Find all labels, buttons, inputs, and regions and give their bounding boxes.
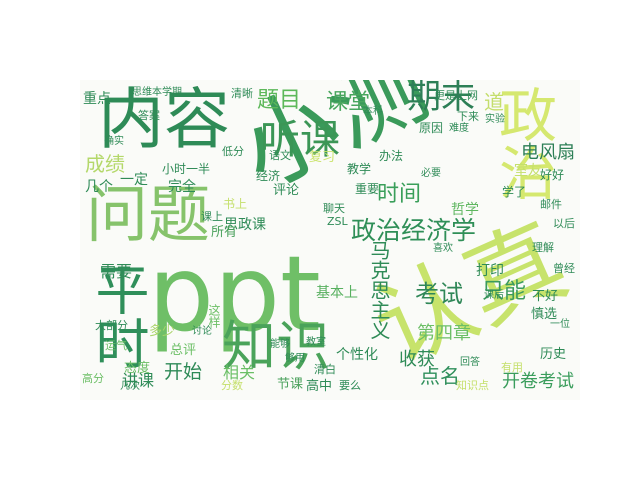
word-keshang: 课上 [201,210,223,223]
word-pinglun: 评论 [273,183,300,198]
word-cengjing: 曾经 [553,262,575,275]
word-gaozhong: 高中 [306,379,333,394]
word-zsl: ZSL [327,215,348,228]
word-xiangguan: 相关 [223,363,256,382]
word-jieke: 节课 [277,377,304,392]
word-zhongyao: 重要 [355,182,380,196]
word-shiyou: 室友 [514,163,542,179]
word-buhao: 不好 [532,289,559,304]
word-dao: 道 [484,90,504,114]
word-jiangke: 讲课 [122,371,155,390]
word-kaoshi: 考试 [415,280,463,308]
word-qingbai: 清白 [314,363,336,376]
word-jiaoshi: 教室 [306,337,326,348]
word-gengshi-shangwang: 更是上网 [434,89,478,102]
word-youyong: 有用 [501,361,523,374]
word-xuele: 学了 [502,185,527,199]
word-zhishi: 知识 [222,315,330,378]
word-huida: 回答 [460,357,480,368]
word-gouyong: 够用 [285,353,305,364]
word-gaofen: 高分 [82,372,104,385]
word-sizhengke: 思政课 [224,217,266,233]
word-nandu: 难度 [449,123,469,134]
word-liaotian: 聊天 [323,202,345,215]
word-kehou: 课后 [484,290,504,301]
word-xialai: 下来 [457,110,479,123]
word-zhexue: 哲学 [451,202,479,218]
word-siwei: 思维本学期 [132,87,182,98]
word-difen: 低分 [222,145,244,158]
word-youjian: 邮件 [540,198,562,211]
word-ppt: ppt [148,233,321,355]
word-zhongdian: 重点 [83,91,111,107]
word-xiaoshi-yiban: 小时一半 [162,162,211,176]
word-biyao: 必要 [421,168,441,179]
word-zhengzhi: 政治 [489,85,557,201]
word-nenggou: 能够 [270,339,290,350]
word-yiding: 一定 [120,172,148,188]
word-jibenshang: 基本上 [316,285,358,301]
word-ketang: 课堂 [326,90,371,115]
word-dabufen: 大部分 [95,319,128,332]
word-daan: 答案 [138,109,160,122]
word-dianming: 点名 [420,364,460,388]
word-zongping: 总评 [170,343,197,358]
word-qingxi: 清晰 [231,87,253,100]
word-cloud: ppt 小测 认真 内容 问题 政治 平时 知识 听课 政治经济学 期末 题目 … [80,80,580,400]
word-neirong: 内容 [98,81,230,158]
word-kaishi: 开始 [164,361,203,383]
word-queshi: 确实 [104,136,124,147]
word-dianfengshan: 电风扇 [521,142,575,163]
word-fenshu: 分数 [221,379,243,392]
word-chengji: 成绩 [85,152,125,176]
word-yuwen: 语文 [269,149,291,162]
word-yiwei: 一位 [550,319,570,330]
word-jici: 几次 [120,381,140,392]
word-shenxuan: 慎选 [531,307,558,322]
word-haohao: 好好 [540,168,565,182]
word-dayin: 打印 [476,263,504,279]
word-benke: 本科 [363,106,383,117]
word-wenti: 问题 [86,178,211,251]
word-zhishidian: 知识点 [456,379,489,392]
word-lishi: 历史 [540,347,567,362]
word-yuanyin: 原因 [419,121,444,135]
word-taolun: 讨论 [192,326,212,337]
word-xuyao: 需要 [100,262,133,281]
word-yaome: 要么 [339,379,361,392]
word-yihou: 以后 [553,217,575,230]
word-suoyou: 所有 [211,225,238,240]
word-yunqi: 运气 [105,339,127,352]
word-shouhuo: 收获 [399,349,435,370]
word-fuxi: 复习 [309,150,336,165]
word-banfa: 办法 [379,149,404,163]
word-tingke: 听课 [260,117,340,163]
word-kaijuan: 开卷考试 [502,371,574,392]
word-shijian: 时间 [377,182,422,207]
word-zheyang: 这样 [207,304,221,328]
word-shiyan: 实验 [485,114,505,125]
word-taidu: 态度 [124,361,151,376]
word-jiaoxue: 教学 [347,162,372,176]
word-jingji: 经济 [256,169,281,183]
word-pingshi: 平时 [86,262,149,370]
word-wanquan: 完全 [168,179,196,195]
word-xihuan: 喜欢 [433,243,453,254]
word-duoshao: 多少 [149,324,176,339]
word-jige: 几个 [85,179,113,195]
word-zhineng: 只能 [482,279,527,304]
word-makesi: 马克思主义 [367,240,391,340]
word-zhengzhi-jingjixue: 政治经济学 [351,216,477,245]
word-timu: 题目 [257,88,302,113]
word-shushang: 书上 [223,197,248,211]
word-gexinghua: 个性化 [336,347,378,363]
word-lijie: 理解 [532,241,554,254]
word-disizhang: 第四章 [417,323,471,344]
word-qimo: 期末 [407,80,475,117]
